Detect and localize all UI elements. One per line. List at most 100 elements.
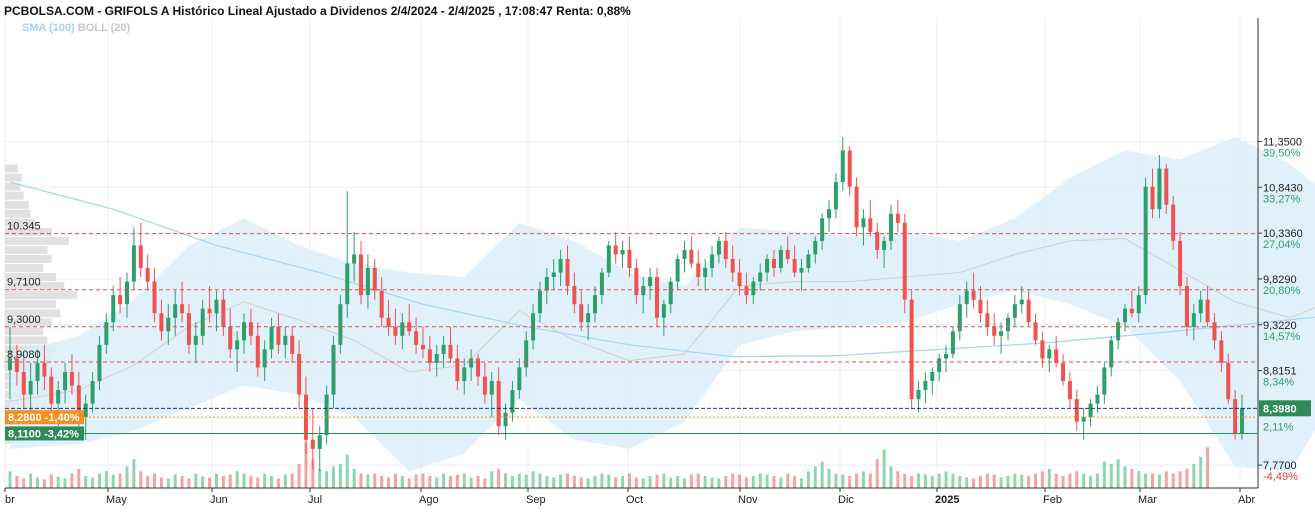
candle-body xyxy=(1143,186,1148,296)
volume-bar xyxy=(235,471,239,488)
candle-body xyxy=(76,385,81,418)
candle-body xyxy=(827,209,832,219)
x-axis-label: May xyxy=(106,494,127,506)
candle-body xyxy=(682,249,687,259)
candle-body xyxy=(400,322,405,336)
candle-body xyxy=(833,182,838,210)
volume-bar xyxy=(187,478,191,488)
candle-body xyxy=(104,322,109,345)
volume-bar xyxy=(703,476,707,488)
candle-body xyxy=(200,308,205,336)
candle-body xyxy=(496,381,501,427)
volume-bar xyxy=(1054,473,1058,488)
volume-bar xyxy=(517,473,521,488)
volume-bar xyxy=(173,474,177,488)
volume-bar xyxy=(917,473,921,488)
candle-body xyxy=(606,245,611,273)
price-tag-box xyxy=(5,426,84,441)
candle-body xyxy=(689,249,694,264)
candle-body xyxy=(957,304,962,332)
volume-bar xyxy=(1109,464,1113,488)
axis-price-label: 7,7700 xyxy=(1263,460,1297,472)
axis-pct-label: 27,04% xyxy=(1263,239,1301,251)
candle-body xyxy=(1191,313,1196,327)
candle-body xyxy=(63,371,68,391)
volume-bar xyxy=(772,476,776,488)
volume-bar xyxy=(572,476,576,488)
candle-body xyxy=(262,349,267,368)
volume-bar xyxy=(462,473,466,488)
x-axis-label: Oct xyxy=(626,494,643,506)
candle-body xyxy=(792,258,797,273)
volume-bar xyxy=(448,476,452,488)
volume-bar xyxy=(992,474,996,488)
candle-body xyxy=(737,272,742,287)
volume-bar xyxy=(490,471,494,488)
candle-body xyxy=(950,331,955,354)
candle-body xyxy=(414,331,419,345)
volume-bar xyxy=(999,477,1003,488)
candle-body xyxy=(641,286,646,296)
candle-body xyxy=(517,367,522,391)
price-tag-text: 8,1100 -3,42% xyxy=(8,428,79,440)
current-price-text: 8,3980 xyxy=(1263,403,1297,415)
candle-body xyxy=(806,254,811,269)
candle-body xyxy=(758,272,763,282)
candle-body xyxy=(1081,417,1086,422)
candle-body xyxy=(434,353,439,363)
volume-bar xyxy=(689,474,693,488)
candlesticks xyxy=(8,136,1244,472)
volume-bar xyxy=(1040,471,1044,488)
candle-body xyxy=(462,367,467,382)
candle-body xyxy=(1171,204,1176,241)
axis-pct-label: 20,80% xyxy=(1263,285,1301,297)
volume-bar xyxy=(469,477,473,488)
volume-bar xyxy=(297,464,301,488)
volume-bar xyxy=(806,471,810,488)
axis-pct-label: 2,11% xyxy=(1263,421,1294,433)
volume-profile-bar xyxy=(5,309,61,318)
candle-body xyxy=(613,245,618,255)
volume-bar xyxy=(414,474,418,488)
volume-bar xyxy=(15,476,19,488)
candle-body xyxy=(524,340,529,368)
volume-bar xyxy=(724,476,728,488)
volume-bar xyxy=(373,473,377,488)
volume-bar xyxy=(338,464,342,488)
candle-body xyxy=(599,272,604,296)
volume-bar xyxy=(827,468,831,488)
volume-bar xyxy=(1123,466,1127,488)
candle-body xyxy=(482,376,487,395)
candle-body xyxy=(620,249,625,255)
candle-body xyxy=(847,150,852,187)
volume-bar xyxy=(318,468,322,488)
candle-body xyxy=(778,249,783,269)
candle-body xyxy=(944,353,949,359)
candle-body xyxy=(1088,403,1093,418)
candle-body xyxy=(964,290,969,305)
candle-body xyxy=(799,268,804,273)
candle-body xyxy=(1240,408,1244,434)
candle-body xyxy=(42,362,47,377)
volume-bar xyxy=(276,478,280,488)
volume-bar xyxy=(786,473,790,488)
volume-bar xyxy=(97,473,101,488)
candle-body xyxy=(324,394,329,436)
volume-bar xyxy=(400,476,404,488)
volume-bar xyxy=(504,473,508,488)
candle-body xyxy=(1150,186,1155,210)
volume-profile-bar xyxy=(5,182,21,191)
volume-bar xyxy=(56,476,60,488)
volume-bar xyxy=(820,461,824,488)
axis-price-label: 11,3500 xyxy=(1263,136,1302,148)
volume-bar xyxy=(91,477,95,488)
volume-bar xyxy=(834,473,838,488)
volume-bar xyxy=(352,468,356,488)
volume-bar xyxy=(1157,474,1161,488)
candle-body xyxy=(510,390,515,413)
candle-body xyxy=(1005,317,1010,332)
volume-bar xyxy=(972,478,976,488)
volume-bar xyxy=(242,473,246,488)
volume-bar xyxy=(717,478,721,488)
volume-bar xyxy=(270,476,274,488)
